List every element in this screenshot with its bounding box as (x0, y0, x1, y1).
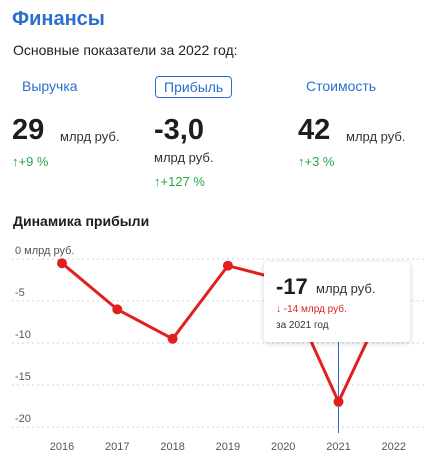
data-point (222, 260, 233, 271)
y-tick-label: 0 млрд руб. (15, 245, 74, 257)
profit-change: ↑+127 % (154, 174, 205, 189)
value-value: 42 (298, 114, 331, 146)
tooltip-year: за 2021 год (276, 320, 329, 331)
profit-chart[interactable]: 0 млрд руб. -5 -10 -15 -20 2016 2017 2018 2019 20… (0, 236, 434, 462)
value-change: ↑+3 % (298, 154, 335, 169)
arrow-up-icon: ↑ (154, 174, 161, 189)
chart-title: Динамика прибыли (13, 213, 150, 229)
tooltip-change: ↓ -14 млрд руб. (276, 304, 347, 315)
y-tick-label: -15 (15, 371, 31, 383)
revenue-unit: млрд руб. (60, 129, 120, 144)
tab-value[interactable]: Стоимость (306, 78, 377, 94)
data-point (167, 333, 178, 344)
data-point (57, 258, 67, 269)
page-title: Финансы (12, 8, 105, 30)
chart-tooltip: -17 млрд руб. ↓ -14 млрд руб. за 2021 го… (264, 262, 410, 342)
page-subtitle: Основные показатели за 2022 год: (13, 42, 238, 58)
tooltip-unit: млрд руб. (316, 281, 376, 296)
x-tick-label: 2021 (326, 441, 350, 453)
y-tick-label: -5 (15, 287, 25, 299)
x-tick-label: 2020 (271, 441, 295, 453)
x-tick-label: 2022 (382, 441, 406, 453)
profit-unit: млрд руб. (154, 150, 214, 165)
arrow-down-icon: ↓ (276, 304, 281, 315)
tab-profit[interactable]: Прибыль (155, 76, 233, 98)
profit-value: -3,0 (154, 114, 204, 146)
value-unit: млрд руб. (346, 129, 406, 144)
arrow-up-icon: ↑ (298, 154, 305, 169)
y-tick-label: -10 (15, 329, 31, 341)
arrow-up-icon: ↑ (12, 154, 19, 169)
x-tick-label: 2019 (216, 441, 240, 453)
tooltip-value: -17 (276, 274, 308, 299)
y-tick-label: -20 (15, 413, 31, 425)
data-point (112, 304, 123, 315)
x-tick-label: 2017 (105, 441, 129, 453)
x-tick-label: 2016 (50, 441, 74, 453)
revenue-change: ↑+9 % (12, 154, 49, 169)
data-point (333, 396, 344, 407)
x-tick-label: 2018 (160, 441, 184, 453)
revenue-value: 29 (12, 114, 45, 146)
tab-revenue[interactable]: Выручка (22, 78, 78, 94)
